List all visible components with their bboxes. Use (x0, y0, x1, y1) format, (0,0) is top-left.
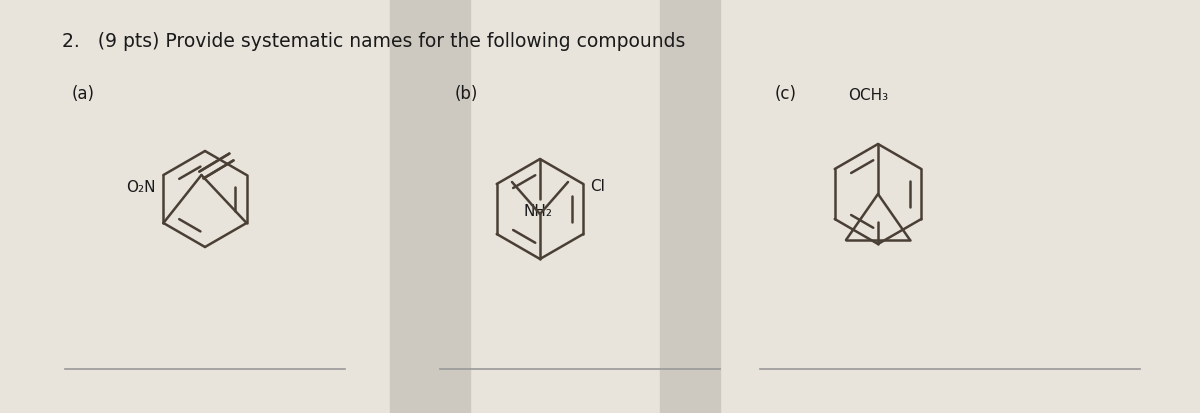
Text: (b): (b) (455, 85, 479, 103)
Text: 2.   (9 pts) Provide systematic names for the following compounds: 2. (9 pts) Provide systematic names for … (62, 32, 685, 51)
Text: Cl: Cl (590, 179, 605, 194)
Text: OCH₃: OCH₃ (848, 88, 888, 103)
Text: (a): (a) (72, 85, 95, 103)
Bar (660, 0, 720, 413)
Text: O₂N: O₂N (126, 180, 156, 195)
Text: NH₂: NH₂ (523, 204, 552, 218)
Bar (390, 0, 470, 413)
Text: (c): (c) (775, 85, 797, 103)
